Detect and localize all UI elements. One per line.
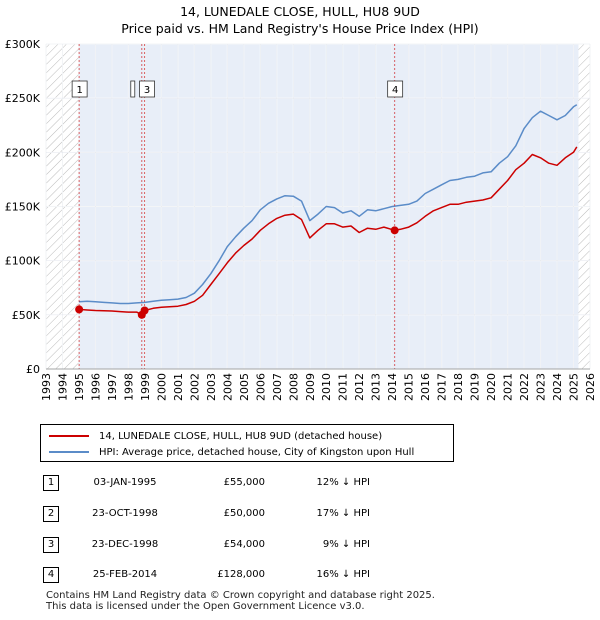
table-row: 2 23-OCT-1998 £50,000 17% ↓ HPI <box>0 505 600 525</box>
transaction-hpi-diff: 12% ↓ HPI <box>316 477 370 488</box>
y-tick-label: £300K <box>5 38 41 51</box>
x-tick-label: 2009 <box>304 373 317 401</box>
sale-marker-box <box>387 80 404 98</box>
transaction-number-badge: 2 <box>43 506 59 522</box>
transaction-number-badge: 4 <box>43 567 59 583</box>
sale-point <box>75 305 84 314</box>
x-tick-label: 2018 <box>452 373 465 401</box>
x-tick-label: 2007 <box>271 373 284 401</box>
x-tick-label: 1998 <box>122 373 135 401</box>
x-tick-label: 2013 <box>370 373 383 401</box>
x-tick-label: 2000 <box>155 373 168 401</box>
transaction-number-badge: 3 <box>43 537 59 553</box>
hpi-line <box>78 104 578 305</box>
x-tick-label: 1994 <box>56 373 69 401</box>
x-tick-label: 2003 <box>205 373 218 401</box>
x-tick-label: 1997 <box>106 373 119 401</box>
x-tick-label: 2015 <box>403 373 416 401</box>
transaction-hpi-diff: 17% ↓ HPI <box>316 508 370 519</box>
legend-label-hpi: HPI: Average price, detached house, City… <box>99 446 415 458</box>
table-row: 3 23-DEC-1998 £54,000 9% ↓ HPI <box>0 536 600 556</box>
table-row: 1 03-JAN-1995 £55,000 12% ↓ HPI <box>0 474 600 494</box>
footer-license: This data is licensed under the Open Gov… <box>46 601 365 612</box>
x-tick-label: 2023 <box>535 373 548 401</box>
sale-marker-box <box>139 80 155 98</box>
chart-title: 14, LUNEDALE CLOSE, HULL, HU8 9UD <box>180 4 420 19</box>
transaction-date: 25-FEB-2014 <box>92 569 158 580</box>
x-tick-label: 2017 <box>436 373 449 401</box>
transaction-hpi-diff: 9% ↓ HPI <box>322 539 370 550</box>
y-tick-label: £0 <box>26 363 40 376</box>
x-tick-label: 2001 <box>172 373 185 401</box>
transaction-price: £50,000 <box>223 508 265 519</box>
x-tick-label: 2008 <box>287 373 300 401</box>
sale-marker-box <box>71 80 88 98</box>
x-tick-label: 2002 <box>188 373 201 401</box>
x-tick-label: 2021 <box>502 373 515 401</box>
x-tick-label: 2026 <box>584 373 597 401</box>
legend-swatch-property <box>49 435 89 437</box>
transaction-date: 23-DEC-1998 <box>91 539 159 550</box>
x-tick-label: 2014 <box>386 373 399 401</box>
y-tick-label: £150K <box>5 201 41 214</box>
chart-legend: 14, LUNEDALE CLOSE, HULL, HU8 9UD (detac… <box>40 424 454 462</box>
x-tick-label: 1993 <box>40 373 53 401</box>
x-tick-label: 2011 <box>337 373 350 401</box>
chart-subtitle: Price paid vs. HM Land Registry's House … <box>121 21 479 36</box>
transaction-price: £54,000 <box>223 539 265 550</box>
y-tick-label: £100K <box>5 255 41 268</box>
x-tick-label: 2019 <box>469 373 482 401</box>
legend-item-property: 14, LUNEDALE CLOSE, HULL, HU8 9UD (detac… <box>49 428 382 444</box>
x-tick-label: 2010 <box>320 373 333 401</box>
table-row: 4 25-FEB-2014 £128,000 16% ↓ HPI <box>0 566 600 586</box>
x-tick-label: 1999 <box>139 373 152 401</box>
x-tick-label: 2005 <box>238 373 251 401</box>
transaction-date: 23-OCT-1998 <box>92 508 158 519</box>
legend-swatch-hpi <box>49 451 89 453</box>
sale-point <box>140 306 149 315</box>
x-tick-label: 1996 <box>89 373 102 401</box>
x-tick-label: 2020 <box>485 373 498 401</box>
y-tick-label: £50K <box>12 309 41 322</box>
transaction-date: 03-JAN-1995 <box>93 477 157 488</box>
sale-marker-box <box>130 80 136 98</box>
transaction-number-badge: 1 <box>43 475 59 491</box>
transaction-hpi-diff: 16% ↓ HPI <box>316 569 370 580</box>
property-price-line <box>78 146 578 316</box>
sale-marker-label: 1 <box>76 85 82 96</box>
y-tick-label: £250K <box>5 92 41 105</box>
x-tick-label: 2016 <box>419 373 432 401</box>
transaction-price: £128,000 <box>217 569 265 580</box>
x-tick-label: 2022 <box>518 373 531 401</box>
footer-copyright: Contains HM Land Registry data © Crown c… <box>46 590 435 601</box>
x-tick-label: 2006 <box>254 373 267 401</box>
sale-marker-label: 4 <box>392 85 398 96</box>
x-tick-label: 2012 <box>353 373 366 401</box>
legend-item-hpi: HPI: Average price, detached house, City… <box>49 444 414 460</box>
legend-label-property: 14, LUNEDALE CLOSE, HULL, HU8 9UD (detac… <box>99 430 383 442</box>
x-tick-label: 2004 <box>221 373 234 401</box>
x-tick-label: 1995 <box>73 373 86 401</box>
sale-marker-label: 3 <box>144 85 150 96</box>
x-tick-label: 2024 <box>551 373 564 401</box>
y-tick-label: £200K <box>5 146 41 159</box>
transaction-price: £55,000 <box>223 477 265 488</box>
x-tick-label: 2025 <box>568 373 581 401</box>
sale-point <box>390 226 399 235</box>
